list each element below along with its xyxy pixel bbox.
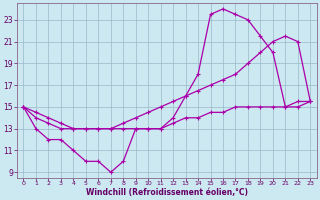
X-axis label: Windchill (Refroidissement éolien,°C): Windchill (Refroidissement éolien,°C) [86, 188, 248, 197]
